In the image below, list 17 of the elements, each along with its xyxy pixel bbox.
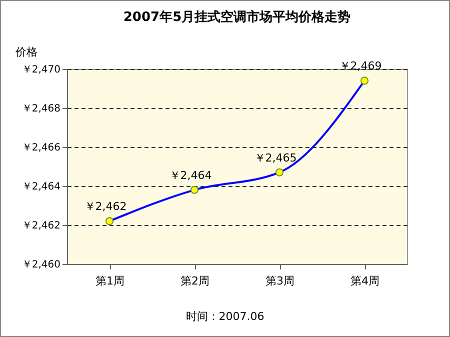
- y-axis-title: 价格: [14, 46, 38, 58]
- y-tick-label: ￥2,470: [22, 64, 60, 76]
- text: 时间：2007.06: [184, 309, 266, 324]
- x-tick-label: 第1周: [96, 274, 124, 288]
- y-tick-label: ￥2,464: [22, 182, 60, 192]
- data-label: ￥2,469: [339, 60, 382, 73]
- y-tick-label: ￥2,460: [22, 260, 60, 270]
- data-label: ￥2,465: [254, 151, 297, 164]
- y-tick-label: ￥2,466: [22, 142, 60, 154]
- data-label: ￥2,462: [84, 200, 127, 214]
- chart-title: 2007年5月挂式空调市场平均价格走势: [123, 9, 351, 25]
- data-label: ￥2,464: [169, 168, 212, 182]
- y-tick-label: ￥2,468: [22, 104, 60, 114]
- x-tick-label: 第2周: [180, 274, 210, 288]
- x-tick-label: 第3周: [266, 274, 294, 288]
- x-tick-label: 第4周: [350, 274, 380, 288]
- y-tick-label: ￥2,462: [22, 220, 60, 232]
